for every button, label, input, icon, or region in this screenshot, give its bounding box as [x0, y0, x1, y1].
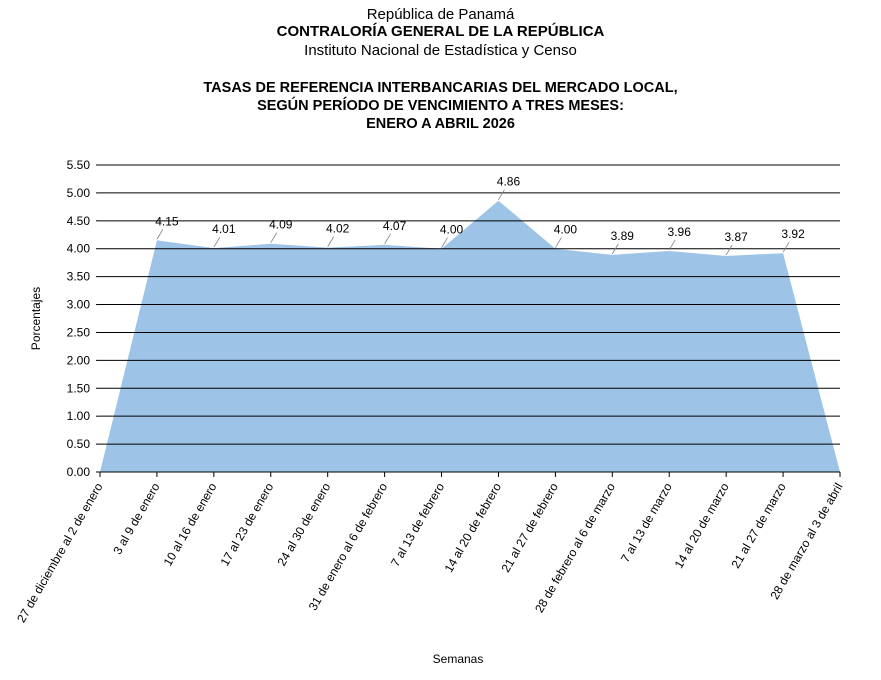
header-country: República de Panamá [366, 6, 515, 23]
data-label: 3.96 [668, 225, 692, 239]
x-tick-label: 21 al 27 de marzo [729, 480, 789, 570]
data-label: 3.92 [781, 227, 805, 241]
chart-title-line-3: ENERO A ABRIL 2026 [366, 116, 515, 132]
area-series [100, 200, 840, 472]
data-label-leader [668, 239, 676, 251]
data-label-leader [725, 244, 733, 256]
data-label: 4.86 [497, 175, 521, 189]
x-tick-label: 14 al 20 de febrero [442, 480, 505, 575]
y-tick-label: 2.00 [67, 353, 91, 367]
data-label: 4.15 [155, 214, 179, 228]
x-tick-label: 24 al 30 de enero [274, 480, 333, 568]
y-axis-title: Porcentajes [29, 287, 43, 350]
y-tick-label: 1.00 [67, 409, 91, 423]
x-tick-label: 7 al 13 de marzo [618, 480, 675, 565]
data-label: 4.02 [326, 222, 350, 236]
x-tick-label: 21 al 27 de febrero [498, 480, 561, 575]
y-tick-label: 0.50 [67, 437, 91, 451]
data-label: 4.07 [383, 219, 407, 233]
x-tick-label: 7 al 13 de febrero [388, 480, 447, 569]
data-label-leader [270, 232, 278, 243]
data-label-leader [384, 233, 391, 245]
data-label-leader [611, 243, 619, 255]
data-label: 4.00 [440, 223, 464, 237]
y-tick-label: 2.50 [67, 325, 91, 339]
y-tick-label: 5.00 [67, 186, 91, 200]
data-label-leader [555, 237, 562, 248]
y-tick-label: 0.00 [67, 465, 91, 479]
x-tick-label: 3 al 9 de enero [110, 480, 162, 557]
y-tick-label: 1.50 [67, 381, 91, 395]
header-institution: CONTRALORÍA GENERAL DE LA REPÚBLICA [276, 23, 605, 40]
header-institute: Instituto Nacional de Estadística y Cens… [304, 42, 577, 59]
data-label: 3.87 [724, 230, 748, 244]
x-tick-label: 17 al 23 de enero [218, 480, 277, 568]
y-tick-label: 3.00 [67, 298, 91, 312]
chart-title-line-2: SEGÚN PERÍODO DE VENCIMIENTO A TRES MESE… [257, 98, 624, 114]
data-label-leader [213, 236, 221, 248]
data-label-leader [782, 241, 790, 253]
y-tick-label: 3.50 [67, 270, 91, 284]
data-label: 4.01 [212, 222, 236, 236]
y-tick-label: 4.50 [67, 214, 91, 228]
x-axis-title: Semanas [433, 652, 484, 666]
x-tick-label: 10 al 16 de enero [161, 480, 220, 568]
data-label: 4.09 [269, 218, 293, 232]
x-tick-label: 27 de diciembre al 2 de enero [14, 480, 106, 625]
data-label-leader [327, 236, 335, 247]
y-tick-label: 5.50 [67, 158, 91, 172]
data-label-leader [156, 229, 164, 240]
x-tick-label: 14 al 20 de marzo [672, 480, 732, 570]
y-tick-label: 4.00 [67, 242, 91, 256]
data-label: 3.89 [611, 229, 635, 243]
data-label: 4.00 [554, 223, 578, 237]
data-label-leader [498, 189, 505, 200]
data-label-leader [441, 237, 448, 248]
chart-title-line-1: TASAS DE REFERENCIA INTERBANCARIAS DEL M… [203, 80, 678, 96]
